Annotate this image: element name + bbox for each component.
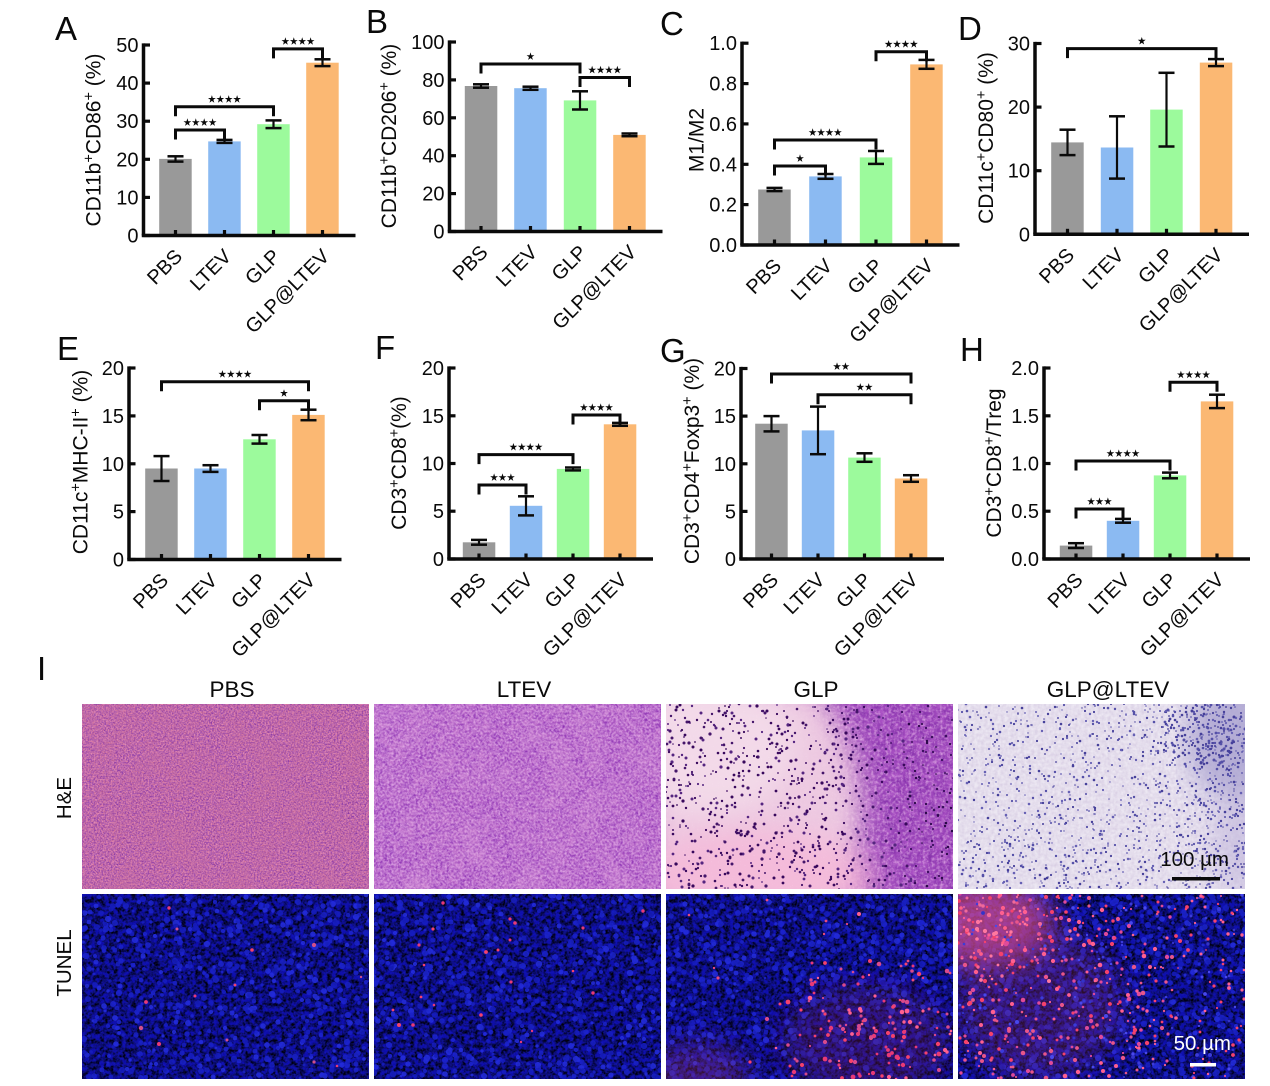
svg-text:15: 15	[714, 406, 736, 428]
svg-text:1.0: 1.0	[709, 33, 737, 55]
svg-text:20: 20	[422, 184, 444, 206]
svg-text:GLP@LTEV: GLP@LTEV	[1136, 569, 1229, 662]
svg-text:CD3+CD4+Foxp3+ (%): CD3+CD4+Foxp3+ (%)	[680, 358, 704, 564]
svg-text:LTEV: LTEV	[488, 569, 538, 619]
svg-text:LTEV: LTEV	[780, 569, 830, 619]
svg-text:CD3+CD8+/Treg: CD3+CD8+/Treg	[982, 388, 1006, 537]
svg-text:PBS: PBS	[447, 569, 491, 613]
svg-text:E: E	[57, 330, 79, 367]
svg-text:F: F	[375, 329, 395, 366]
svg-text:H&E: H&E	[53, 777, 76, 819]
svg-text:LTEV: LTEV	[1079, 244, 1129, 294]
svg-text:0.4: 0.4	[709, 154, 737, 176]
svg-text:LTEV: LTEV	[787, 255, 837, 305]
svg-text:LTEV: LTEV	[1085, 569, 1135, 619]
svg-text:40: 40	[116, 73, 138, 95]
svg-text:CD11c+CD80+ (%): CD11c+CD80+ (%)	[974, 52, 998, 224]
svg-text:CD11b+CD206+ (%): CD11b+CD206+ (%)	[377, 44, 401, 229]
svg-text:40: 40	[422, 146, 444, 168]
svg-text:0: 0	[433, 549, 444, 571]
svg-text:0: 0	[725, 549, 736, 571]
svg-text:A: A	[55, 10, 77, 47]
svg-text:LTEV: LTEV	[492, 241, 542, 291]
svg-text:60: 60	[422, 108, 444, 130]
svg-text:CD11c+MHC-II+ (%): CD11c+MHC-II+ (%)	[69, 370, 93, 555]
svg-text:GLP: GLP	[227, 569, 271, 613]
svg-text:15: 15	[102, 406, 124, 428]
svg-text:15: 15	[422, 406, 444, 428]
svg-text:CD11b+CD86+ (%): CD11b+CD86+ (%)	[82, 54, 106, 227]
svg-text:1.5: 1.5	[1011, 406, 1039, 428]
svg-text:I: I	[37, 650, 46, 687]
svg-text:30: 30	[1008, 34, 1030, 56]
svg-text:0: 0	[1019, 224, 1030, 246]
svg-text:PBS: PBS	[143, 245, 187, 289]
svg-text:LTEV: LTEV	[497, 677, 552, 702]
svg-text:GLP: GLP	[241, 245, 285, 289]
svg-text:10: 10	[102, 454, 124, 476]
svg-text:M1/M2: M1/M2	[686, 108, 709, 172]
svg-text:GLP@LTEV: GLP@LTEV	[539, 569, 632, 662]
svg-text:0.0: 0.0	[709, 235, 737, 257]
svg-text:PBS: PBS	[1035, 244, 1079, 288]
svg-text:GLP@LTEV: GLP@LTEV	[1047, 677, 1169, 702]
svg-text:30: 30	[116, 111, 138, 133]
svg-text:1.0: 1.0	[1011, 454, 1039, 476]
svg-text:PBS: PBS	[739, 569, 783, 613]
svg-text:2.0: 2.0	[1011, 358, 1039, 380]
svg-text:10: 10	[116, 187, 138, 209]
svg-text:H: H	[960, 331, 984, 368]
svg-text:20: 20	[714, 359, 736, 381]
svg-text:PBS: PBS	[449, 241, 493, 285]
svg-text:5: 5	[113, 502, 124, 524]
svg-text:B: B	[366, 3, 388, 40]
svg-text:0.6: 0.6	[709, 114, 737, 136]
svg-text:10: 10	[714, 454, 736, 476]
svg-text:0.8: 0.8	[709, 74, 737, 96]
svg-text:10: 10	[1008, 161, 1030, 183]
svg-text:PBS: PBS	[209, 677, 254, 702]
svg-text:GLP@LTEV: GLP@LTEV	[830, 569, 923, 662]
svg-text:80: 80	[422, 70, 444, 92]
svg-text:5: 5	[433, 501, 444, 523]
svg-text:20: 20	[1008, 97, 1030, 119]
svg-text:GLP: GLP	[844, 255, 888, 299]
svg-text:LTEV: LTEV	[172, 569, 222, 619]
svg-text:5: 5	[725, 501, 736, 523]
svg-text:PBS: PBS	[1044, 569, 1088, 613]
svg-text:D: D	[958, 10, 982, 47]
svg-text:0.2: 0.2	[709, 195, 737, 217]
svg-text:PBS: PBS	[129, 569, 173, 613]
svg-text:LTEV: LTEV	[186, 245, 236, 295]
svg-text:GLP: GLP	[548, 241, 592, 285]
svg-text:0.0: 0.0	[1011, 549, 1039, 571]
svg-text:20: 20	[116, 149, 138, 171]
svg-text:G: G	[660, 332, 686, 369]
svg-text:0: 0	[127, 226, 138, 248]
svg-text:PBS: PBS	[742, 255, 786, 299]
svg-text:100: 100	[411, 32, 444, 54]
svg-text:0.5: 0.5	[1011, 501, 1039, 523]
svg-text:TUNEL: TUNEL	[53, 929, 76, 996]
svg-text:0: 0	[113, 550, 124, 572]
svg-text:CD3+CD8+(%): CD3+CD8+(%)	[387, 396, 411, 530]
svg-text:50: 50	[116, 35, 138, 57]
svg-text:GLP: GLP	[1134, 244, 1178, 288]
svg-text:GLP: GLP	[793, 677, 838, 702]
svg-text:20: 20	[422, 358, 444, 380]
svg-text:10: 10	[422, 454, 444, 476]
svg-text:20: 20	[102, 358, 124, 380]
svg-text:C: C	[660, 5, 684, 42]
svg-text:0: 0	[433, 222, 444, 244]
